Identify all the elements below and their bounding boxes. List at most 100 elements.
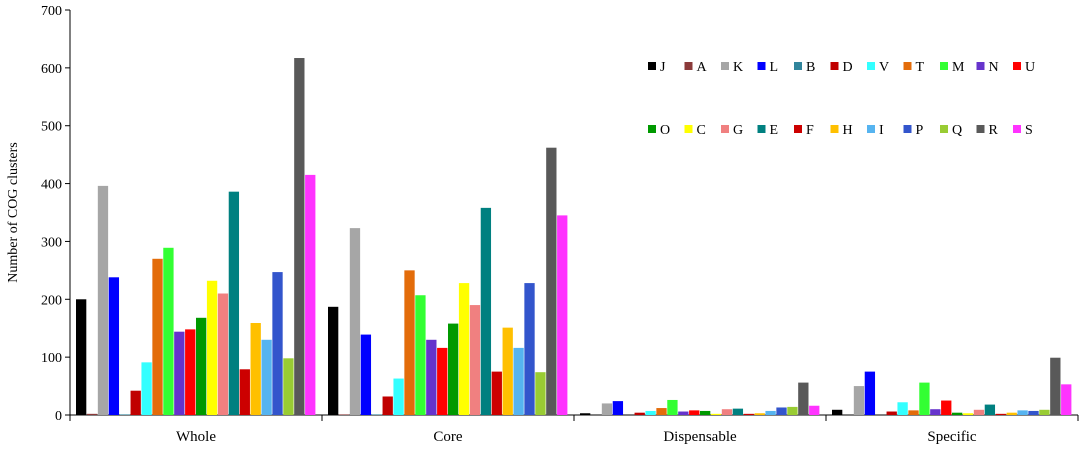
x-tick-label: Specific bbox=[927, 429, 976, 445]
bar-D-whole bbox=[130, 390, 141, 415]
bar-Q-dispensable bbox=[787, 406, 798, 415]
legend-swatch-N bbox=[976, 62, 985, 70]
legend-label-N: N bbox=[989, 60, 999, 75]
bar-E-core bbox=[480, 207, 492, 415]
legend-swatch-T bbox=[903, 62, 912, 70]
bar-J-dispensable bbox=[580, 413, 591, 415]
bar-H-dispensable bbox=[754, 413, 765, 415]
bar-U-core bbox=[437, 347, 448, 415]
legend-label-Q: Q bbox=[952, 123, 962, 138]
bar-M-core bbox=[415, 295, 426, 415]
legend-label-H: H bbox=[843, 123, 853, 138]
bar-S-specific bbox=[1061, 384, 1072, 415]
bar-G-whole bbox=[217, 293, 229, 415]
bar-F-whole bbox=[239, 369, 250, 415]
x-tick-label: Core bbox=[433, 429, 463, 445]
bar-J-whole bbox=[76, 299, 87, 415]
legend-label-P: P bbox=[916, 123, 924, 138]
legend-swatch-H bbox=[830, 125, 839, 133]
bar-R-specific bbox=[1050, 357, 1061, 415]
legend-label-G: G bbox=[733, 123, 743, 138]
bar-O-whole bbox=[196, 317, 207, 415]
bar-Q-specific bbox=[1039, 409, 1050, 415]
bar-V-specific bbox=[897, 402, 908, 415]
bar-C-specific bbox=[962, 413, 974, 415]
bar-F-specific bbox=[995, 413, 1006, 415]
bar-G-specific bbox=[973, 409, 985, 415]
legend-label-I: I bbox=[879, 123, 884, 138]
bar-U-dispensable bbox=[689, 410, 700, 415]
legend-label-K: K bbox=[733, 60, 743, 75]
bar-C-dispensable bbox=[710, 413, 722, 415]
legend-label-T: T bbox=[916, 60, 925, 75]
bar-L-core bbox=[360, 334, 372, 415]
bar-V-dispensable bbox=[645, 410, 656, 415]
bar-K-dispensable bbox=[601, 403, 613, 415]
bar-Q-whole bbox=[283, 358, 294, 415]
bar-T-specific bbox=[908, 410, 919, 415]
x-tick-label: Whole bbox=[176, 429, 216, 445]
bar-M-specific bbox=[919, 382, 930, 415]
legend-swatch-C bbox=[684, 125, 693, 133]
legend-label-S: S bbox=[1025, 123, 1033, 138]
bar-P-dispensable bbox=[776, 407, 787, 415]
bar-O-dispensable bbox=[700, 410, 711, 415]
bar-A-whole bbox=[86, 413, 98, 415]
legend-swatch-J bbox=[648, 62, 656, 70]
legend-label-B: B bbox=[806, 60, 815, 75]
legend-swatch-A bbox=[684, 62, 693, 70]
legend-swatch-P bbox=[903, 125, 912, 133]
bar-N-specific bbox=[930, 409, 941, 415]
bar-G-core bbox=[469, 305, 481, 415]
legend-swatch-G bbox=[721, 125, 729, 133]
legend-swatch-D bbox=[830, 62, 839, 70]
bar-U-whole bbox=[185, 329, 196, 415]
bars-group bbox=[76, 58, 1072, 416]
bar-E-dispensable bbox=[732, 408, 744, 415]
legend-swatch-L bbox=[757, 62, 766, 70]
bar-T-dispensable bbox=[656, 408, 667, 415]
x-tick-labels: Whole Core Dispensable Specific bbox=[176, 429, 977, 445]
bar-T-core bbox=[404, 270, 415, 415]
bar-R-dispensable bbox=[798, 382, 809, 415]
bar-Q-core bbox=[535, 372, 546, 415]
legend-label-E: E bbox=[770, 123, 779, 138]
bar-N-dispensable bbox=[678, 411, 689, 415]
y-tick-label: 300 bbox=[41, 235, 62, 250]
legend-swatch-E bbox=[757, 125, 766, 133]
bar-S-core bbox=[557, 215, 568, 415]
bar-E-specific bbox=[984, 404, 996, 415]
bar-K-whole bbox=[97, 185, 109, 415]
legend-label-U: U bbox=[1025, 60, 1035, 75]
legend-swatch-I bbox=[867, 125, 875, 133]
bar-C-core bbox=[458, 283, 470, 415]
bar-O-specific bbox=[952, 412, 963, 415]
legend-swatch-V bbox=[867, 62, 875, 70]
y-tick-label: 600 bbox=[41, 62, 62, 77]
bar-V-core bbox=[393, 378, 404, 415]
bar-J-specific bbox=[832, 409, 843, 415]
y-tick-label: 200 bbox=[41, 293, 62, 308]
bar-V-whole bbox=[141, 362, 152, 415]
legend: J A K L B D V T M N U O C G E F H I P Q R S bbox=[648, 60, 1035, 138]
bar-S-dispensable bbox=[809, 405, 820, 415]
y-axis-label: Number of COG clusters bbox=[6, 142, 21, 282]
bar-H-whole bbox=[250, 323, 261, 415]
legend-swatch-K bbox=[721, 62, 729, 70]
bar-I-specific bbox=[1017, 410, 1028, 415]
legend-swatch-O bbox=[648, 125, 656, 133]
bar-J-core bbox=[328, 306, 339, 415]
x-tick-label: Dispensable bbox=[663, 429, 737, 445]
bar-R-whole bbox=[294, 58, 305, 416]
bar-L-dispensable bbox=[612, 401, 624, 415]
bar-L-specific bbox=[864, 371, 876, 415]
bar-H-core bbox=[502, 327, 513, 415]
legend-label-C: C bbox=[697, 123, 706, 138]
bar-H-specific bbox=[1006, 412, 1017, 415]
legend-label-D: D bbox=[843, 60, 853, 75]
bar-M-dispensable bbox=[667, 399, 678, 415]
bar-A-core bbox=[338, 414, 350, 415]
legend-label-L: L bbox=[770, 60, 779, 75]
